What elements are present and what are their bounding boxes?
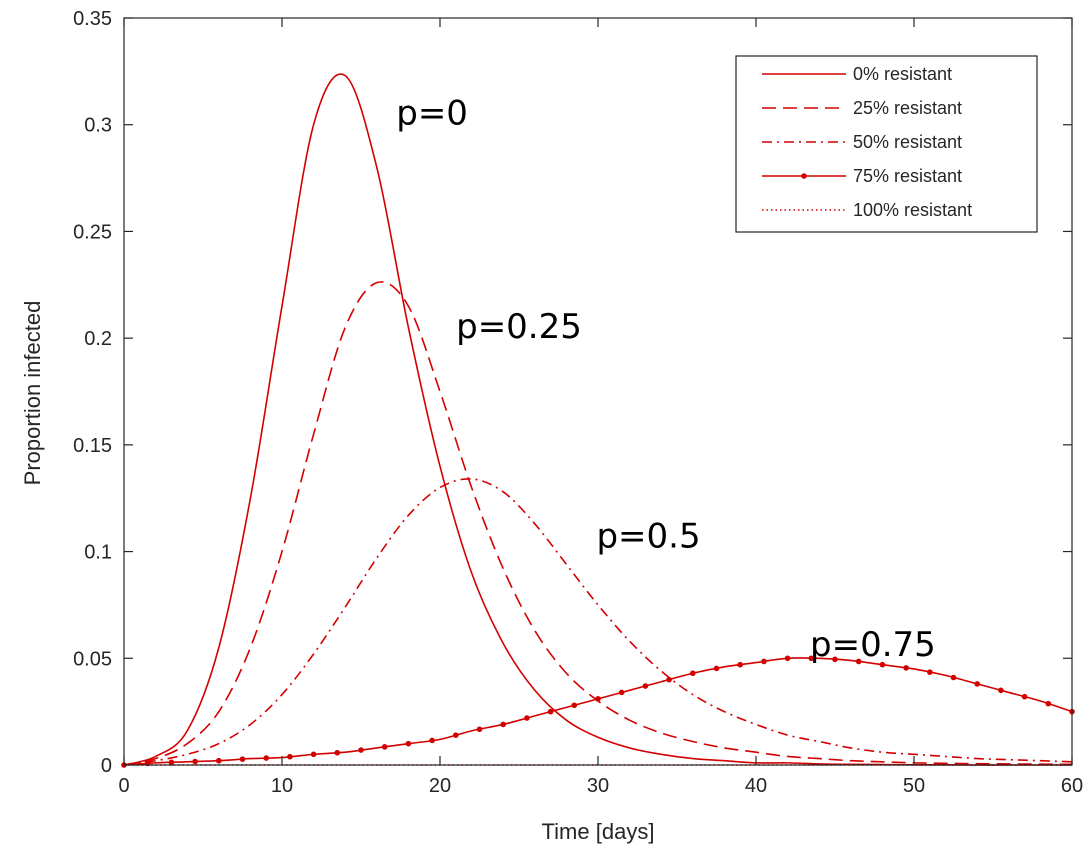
x-tick-label: 0	[118, 775, 129, 797]
series-point	[808, 655, 815, 662]
series-point	[239, 756, 246, 762]
legend-label: 75% resistant	[853, 166, 962, 186]
annotation-label: p=0.5	[596, 516, 700, 556]
x-tick-label: 30	[587, 775, 609, 797]
series-point	[998, 687, 1004, 694]
y-tick-label: 0.3	[84, 115, 112, 137]
series-point	[784, 655, 791, 662]
series-2	[123, 478, 1073, 766]
series-point	[524, 715, 530, 721]
annotation-label: p=0	[396, 94, 468, 134]
series-point	[618, 689, 625, 696]
series-point	[547, 708, 554, 715]
annotation-layer: p=0 p=0.25 p=0.5 p=0.75	[396, 94, 936, 665]
annotation-label: p=0.25	[456, 307, 582, 347]
series-point	[1045, 700, 1052, 707]
y-tick-label: 0.1	[84, 542, 112, 564]
axes: 0 10 20 30 40 50 60 0 0.05 0.1 0.15 0.2 0.25 0.3 0.35	[73, 8, 1083, 797]
series-point	[453, 732, 459, 738]
series-line	[123, 478, 1073, 766]
y-tick-label: 0.05	[73, 648, 112, 670]
series-point	[855, 658, 862, 665]
legend: 0% resistant 25% resistant 50% resistant 75…	[735, 55, 1038, 233]
series-point	[666, 676, 672, 683]
x-tick-label: 40	[745, 775, 767, 797]
x-tick-label: 50	[903, 775, 925, 797]
series-point	[974, 681, 980, 687]
series-point	[761, 658, 767, 665]
series-point	[192, 758, 198, 765]
series-point	[1021, 693, 1028, 700]
series-point	[334, 749, 341, 756]
series-point	[642, 683, 649, 689]
y-tick-label: 0.2	[84, 328, 112, 350]
series-point	[571, 702, 578, 709]
series-point	[595, 696, 601, 702]
legend-entry: 100% resistant	[762, 200, 972, 220]
series-point	[358, 747, 364, 753]
series-point	[381, 744, 388, 750]
series-point	[287, 753, 293, 760]
series-point	[429, 737, 435, 744]
legend-label: 50% resistant	[853, 132, 962, 152]
series-point	[879, 661, 886, 668]
legend-label: 0% resistant	[853, 64, 952, 84]
legend-entry: 0% resistant	[762, 64, 952, 84]
series-point	[476, 726, 483, 733]
series-point	[950, 674, 957, 681]
y-axis-label: Proportion infected	[20, 301, 45, 486]
x-tick-label: 20	[429, 775, 451, 797]
series-point	[690, 670, 696, 677]
y-tick-label: 0.15	[73, 435, 112, 457]
legend-label: 100% resistant	[853, 200, 972, 220]
series-point	[832, 656, 838, 663]
series-point	[903, 665, 909, 671]
series-point	[310, 751, 317, 758]
series-point	[216, 757, 222, 764]
series-point	[168, 759, 175, 766]
x-tick-label: 10	[271, 775, 293, 797]
legend-entry: 25% resistant	[762, 98, 962, 118]
series-point	[927, 669, 933, 675]
annotation-label: p=0.75	[810, 625, 936, 665]
y-tick-label: 0.25	[73, 221, 112, 243]
legend-label: 25% resistant	[853, 98, 962, 118]
series-1	[123, 281, 1073, 766]
legend-entry: 75% resistant	[762, 166, 962, 186]
series-point	[500, 721, 507, 728]
series-point	[263, 755, 270, 761]
legend-marker	[801, 173, 807, 179]
series-line	[123, 281, 1073, 766]
legend-box	[735, 55, 1038, 233]
series-point	[713, 665, 720, 672]
series-point	[737, 661, 743, 668]
legend-entry: 50% resistant	[762, 132, 962, 152]
y-tick-label: 0.35	[73, 8, 112, 30]
x-tick-label: 60	[1061, 775, 1083, 797]
y-tick-label: 0	[101, 755, 112, 777]
series-point	[405, 740, 412, 747]
x-axis-label: Time [days]	[542, 819, 655, 844]
